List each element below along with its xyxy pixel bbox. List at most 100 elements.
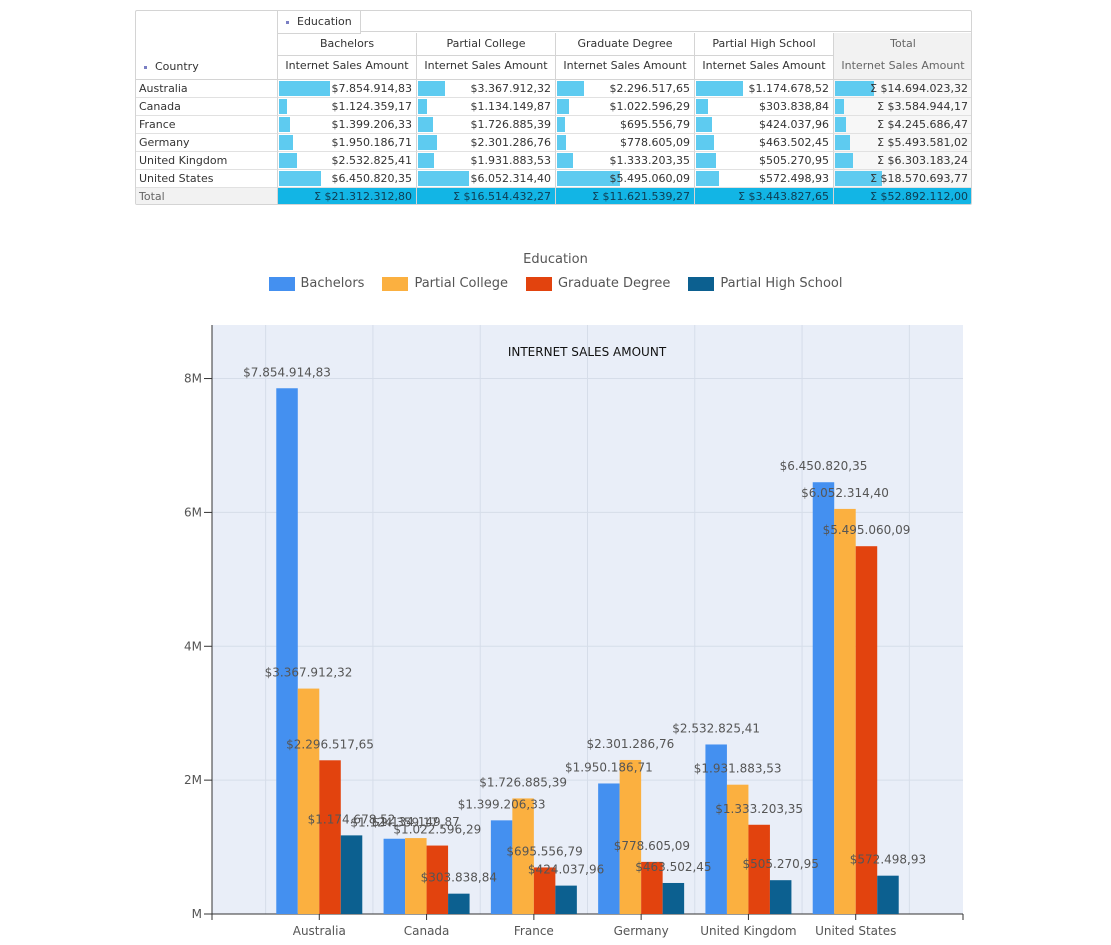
legend-item[interactable]: Partial College	[382, 276, 508, 291]
y-tick-label: 4M	[184, 639, 202, 653]
measure-header[interactable]: Internet Sales Amount	[695, 55, 834, 80]
header-spacer	[360, 11, 971, 32]
data-bar	[835, 135, 850, 150]
legend-item[interactable]: Graduate Degree	[525, 276, 671, 291]
legend-item[interactable]: Partial High School	[688, 276, 843, 291]
chart-legend: Bachelors Partial College Graduate Degree P…	[0, 276, 1111, 291]
table-cell[interactable]: $7.854.914,83	[278, 80, 417, 98]
cell-value: $572.498,93	[759, 172, 829, 185]
bar	[619, 759, 642, 914]
table-cell[interactable]: Σ $6.303.183,24	[834, 152, 971, 170]
table-cell[interactable]: $5.495.060,09	[556, 170, 695, 188]
row-field-pill[interactable]: Country	[136, 55, 278, 80]
table-cell[interactable]: $463.502,45	[695, 134, 834, 152]
bar	[426, 845, 449, 914]
legend-label: Graduate Degree	[557, 276, 671, 291]
data-label: $463.502,45	[635, 860, 711, 874]
total-cell[interactable]: Σ $11.621.539,27	[556, 188, 695, 204]
table-cell[interactable]: $1.726.885,39	[417, 116, 556, 134]
row-label[interactable]: Germany	[136, 134, 278, 152]
drag-handle-icon	[286, 20, 289, 24]
row-label[interactable]: United Kingdom	[136, 152, 278, 170]
data-bar	[557, 99, 569, 114]
total-cell[interactable]: Σ $21.312.312,80	[278, 188, 417, 204]
table-cell[interactable]: $1.134.149,87	[417, 98, 556, 116]
data-label: $572.498,93	[850, 853, 926, 867]
table-cell[interactable]: $1.333.203,35	[556, 152, 695, 170]
cell-value: $695.556,79	[620, 118, 690, 131]
measure-header[interactable]: Internet Sales Amount	[556, 55, 695, 80]
table-cell[interactable]: $1.931.883,53	[417, 152, 556, 170]
measure-header[interactable]: Internet Sales Amount	[834, 55, 971, 80]
measure-header[interactable]: Internet Sales Amount	[417, 55, 556, 80]
row-label[interactable]: United States	[136, 170, 278, 188]
column-header-education[interactable]: Partial High School	[695, 33, 834, 56]
column-header-education[interactable]: Partial College	[417, 33, 556, 56]
bar	[812, 482, 835, 914]
table-cell[interactable]: $1.950.186,71	[278, 134, 417, 152]
cell-value: $1.726.885,39	[470, 118, 551, 131]
cell-value: $463.502,45	[759, 136, 829, 149]
data-bar	[835, 117, 846, 132]
bar	[598, 783, 620, 914]
table-cell[interactable]: Σ $5.493.581,02	[834, 134, 971, 152]
bar	[490, 820, 513, 914]
cell-value: Σ $5.493.581,02	[877, 136, 968, 149]
table-cell[interactable]: $1.124.359,17	[278, 98, 417, 116]
measure-header[interactable]: Internet Sales Amount	[278, 55, 417, 80]
table-cell[interactable]: $1.174.678,52	[695, 80, 834, 98]
table-cell[interactable]: $3.367.912,32	[417, 80, 556, 98]
legend-item[interactable]: Bachelors	[268, 276, 364, 291]
bar	[448, 893, 470, 914]
bar	[726, 784, 749, 914]
data-bar	[279, 171, 321, 186]
row-label[interactable]: France	[136, 116, 278, 134]
total-row-label[interactable]: Total	[136, 188, 278, 204]
table-cell[interactable]: $303.838,84	[695, 98, 834, 116]
legend-swatch	[382, 276, 409, 291]
bar	[705, 744, 727, 914]
table-cell[interactable]: $424.037,96	[695, 116, 834, 134]
table-cell[interactable]: $572.498,93	[695, 170, 834, 188]
table-cell[interactable]: $695.556,79	[556, 116, 695, 134]
table-cell[interactable]: $6.450.820,35	[278, 170, 417, 188]
row-label[interactable]: Canada	[136, 98, 278, 116]
cell-value: $1.333.203,35	[609, 154, 690, 167]
bar	[748, 824, 770, 914]
table-cell[interactable]: $6.052.314,40	[417, 170, 556, 188]
data-label: $2.532.825,41	[672, 721, 760, 735]
total-cell[interactable]: Σ $52.892.112,00	[834, 188, 971, 204]
row-label[interactable]: Australia	[136, 80, 278, 98]
column-header-education[interactable]: Bachelors	[278, 33, 417, 56]
cell-value: $6.450.820,35	[331, 172, 412, 185]
table-cell[interactable]: $505.270,95	[695, 152, 834, 170]
table-cell[interactable]: $778.605,09	[556, 134, 695, 152]
table-cell[interactable]: Σ $14.694.023,32	[834, 80, 971, 98]
table-cell[interactable]: Σ $4.245.686,47	[834, 116, 971, 134]
data-bar	[418, 99, 427, 114]
cell-value: $505.270,95	[759, 154, 829, 167]
table-cell[interactable]: $2.532.825,41	[278, 152, 417, 170]
table-cell[interactable]: Σ $3.584.944,17	[834, 98, 971, 116]
table-cell[interactable]: $2.301.286,76	[417, 134, 556, 152]
y-tick-label: M	[192, 907, 202, 921]
cell-value: $7.854.914,83	[331, 82, 412, 95]
bar	[383, 838, 406, 914]
table-cell[interactable]: Σ $18.570.693,77	[834, 170, 971, 188]
table-cell[interactable]: $2.296.517,65	[556, 80, 695, 98]
cell-value: Σ $14.694.023,32	[870, 82, 968, 95]
legend-swatch	[688, 276, 715, 291]
bar	[555, 885, 577, 914]
data-label: $1.333.203,35	[715, 802, 803, 816]
total-cell[interactable]: Σ $3.443.827,65	[695, 188, 834, 204]
legend-label: Partial College	[414, 276, 508, 291]
data-bar	[418, 81, 445, 96]
table-cell[interactable]: $1.022.596,29	[556, 98, 695, 116]
table-cell[interactable]: $1.399.206,33	[278, 116, 417, 134]
column-field-pill[interactable]: Education	[278, 11, 361, 34]
cell-value: $778.605,09	[620, 136, 690, 149]
data-bar	[696, 153, 716, 168]
total-cell[interactable]: Σ $16.514.432,27	[417, 188, 556, 204]
column-header-education[interactable]: Graduate Degree	[556, 33, 695, 56]
